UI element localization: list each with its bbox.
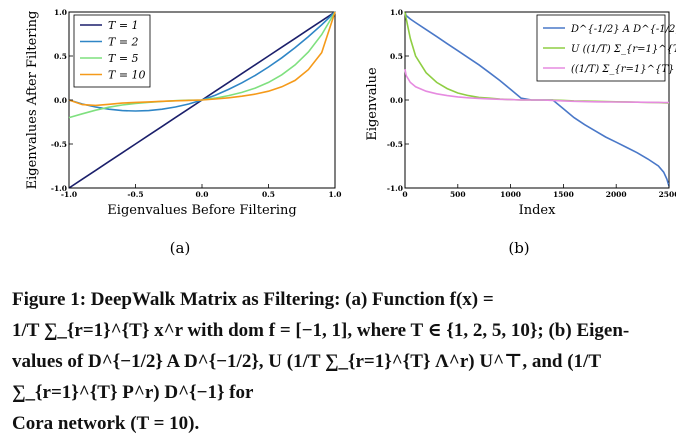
caption-line1-rest: (a) Function f(x) = [340, 289, 494, 310]
chart-b-x-tick-label: 2000 [606, 190, 627, 199]
chart-a-x-tick-label: -0.5 [127, 190, 143, 199]
chart-a-panel-label: (a) [170, 239, 191, 257]
chart-b-x-axis-label: Index [519, 203, 557, 218]
chart-b-y-tick-label: 0.0 [390, 96, 403, 105]
chart-b-x-tick-label: 1500 [553, 190, 574, 199]
chart-a-y-tick-label: 0.5 [54, 52, 67, 61]
caption-line3: values of D^{−1/2} A D^{−1/2}, U (1/T ∑_… [12, 351, 601, 403]
figure-canvas: -1.0 -0.5 0.0 0.5 1.0 -1.0 -0.5 0.0 0.5 1.0 T = … [25, 8, 676, 257]
chart-a-series-group [68, 11, 336, 189]
chart-b-y-axis-label: Eigenvalue [365, 67, 380, 141]
chart-b-y-ticks: -1.0 -0.5 0.0 0.5 1.0 [387, 8, 409, 193]
chart-b-legend: D^{-1/2} A D^{-1/2} U ((1/T) Σ_{r=1}^{T} … [536, 14, 676, 82]
chart-a-y-ticks: -1.0 -0.5 0.0 0.5 1.0 [51, 8, 73, 193]
chart-a-legend-label: T = 10 [108, 69, 146, 82]
chart-b-legend-label: ((1/T) Σ_{r=1}^{T} P^r) D^{-1} [571, 64, 676, 75]
figure-caption: Figure 1: DeepWalk Matrix as Filtering: … [12, 284, 662, 439]
chart-b-series-group [404, 11, 670, 187]
chart-a-legend-label: T = 5 [108, 52, 139, 65]
chart-a-x-tick-label: 0.5 [262, 190, 275, 199]
chart-a-legend-label: T = 1 [108, 19, 139, 32]
chart-b-panel-label: (b) [508, 239, 529, 257]
chart-a-x-axis-label: Eigenvalues Before Filtering [107, 203, 296, 218]
chart-b-series-line-2 [404, 69, 669, 104]
caption-line2: 1/T ∑_{r=1}^{T} x^r with dom f = [−1, 1]… [12, 320, 630, 341]
chart-a: -1.0 -0.5 0.0 0.5 1.0 -1.0 -0.5 0.0 0.5 1.0 T = … [25, 8, 342, 257]
chart-a-x-tick-label: 1.0 [328, 190, 341, 199]
caption-line4: Cora network (T = 10). [12, 413, 200, 434]
chart-a-x-tick-label: 0.0 [195, 190, 208, 199]
chart-a-y-tick-label: -1.0 [51, 184, 67, 193]
chart-b-y-tick-label: 1.0 [390, 8, 403, 17]
chart-b-x-tick-label: 2500 [659, 190, 676, 199]
chart-b-y-tick-label: -1.0 [387, 184, 403, 193]
chart-b-x-ticks: 0 500 1000 1500 2000 2500 [402, 184, 676, 199]
chart-b-x-tick-label: 1000 [500, 190, 521, 199]
chart-b-x-tick-label: 0 [402, 190, 407, 199]
chart-a-series-line-3 [68, 11, 336, 107]
chart-a-legend: T = 1 T = 2 T = 5 T = 10 [73, 14, 151, 88]
chart-a-legend-label: T = 2 [108, 36, 139, 49]
chart-b: 0 500 1000 1500 2000 2500 -1.0 -0.5 0.0 0.5 1.0 D… [365, 8, 676, 257]
caption-lead: Figure 1: DeepWalk Matrix as Filtering: [12, 289, 341, 310]
chart-b-y-tick-label: -0.5 [387, 140, 403, 149]
chart-a-x-tick-label: -1.0 [61, 190, 77, 199]
chart-b-x-tick-label: 500 [450, 190, 466, 199]
chart-a-y-axis-label: Eigenvalues After Filtering [25, 11, 40, 190]
chart-b-legend-label: D^{-1/2} A D^{-1/2} [570, 24, 676, 35]
chart-b-legend-label: U ((1/T) Σ_{r=1}^{T} Λ^r) U^⊤ [571, 44, 676, 55]
chart-a-y-tick-label: 0.0 [54, 96, 67, 105]
chart-a-x-ticks: -1.0 -0.5 0.0 0.5 1.0 [61, 184, 342, 199]
chart-a-y-tick-label: -0.5 [51, 140, 67, 149]
chart-a-y-tick-label: 1.0 [54, 8, 67, 17]
chart-b-y-tick-label: 0.5 [390, 52, 403, 61]
